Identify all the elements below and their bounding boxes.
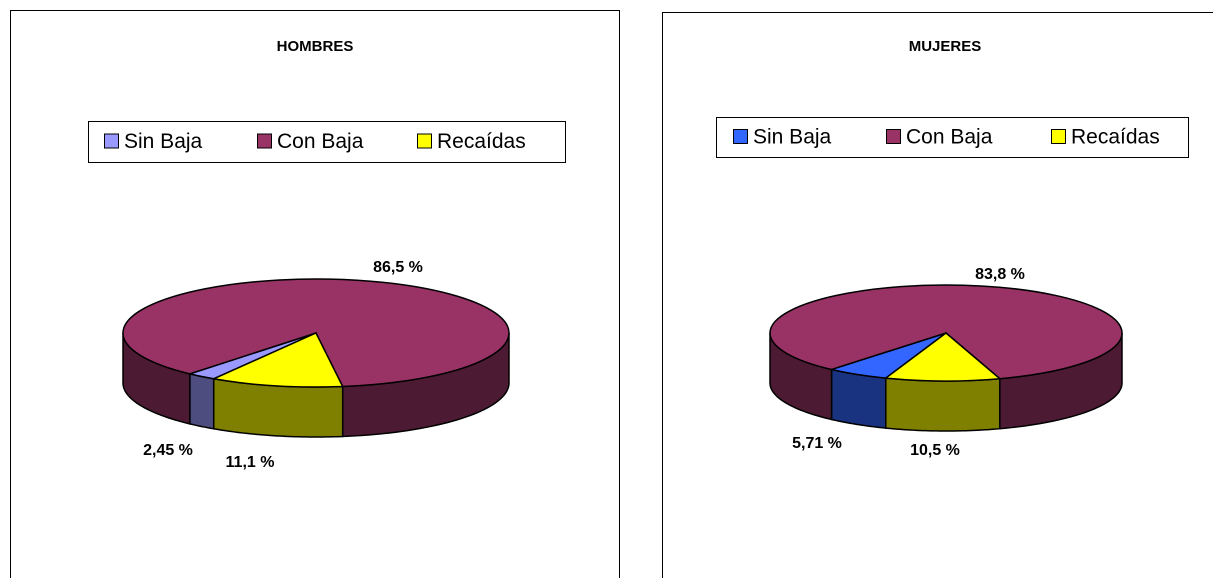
legend-swatch [733,129,748,144]
slice [883,332,1002,382]
data-label: 11,1 % [226,454,275,471]
legend-swatch [1051,129,1066,144]
legend-label: Con Baja [906,126,993,149]
legend-label: Sin Baja [124,130,203,153]
legend-box [716,117,1189,158]
chart-title: HOMBRES [277,38,354,55]
data-label: 2,45 % [143,442,193,459]
legend-swatch [417,133,432,149]
legend-box [88,121,566,163]
data-label: 86,5 % [373,259,423,276]
data-label: 83,8 % [975,266,1025,283]
legend-label: Con Baja [277,130,364,153]
legend-label: Recaídas [437,130,526,153]
data-label: 5,71 % [792,435,842,452]
legend-label: Sin Baja [753,126,832,149]
slice-wall [885,377,1001,432]
chart-title: MUJERES [909,38,982,55]
slice-wall [189,372,215,430]
slice [211,332,344,388]
data-label: 10,5 % [910,442,960,459]
legend-swatch [257,133,272,149]
legend-swatch [886,129,901,144]
legend-swatch [104,133,119,149]
slice-wall [830,368,887,429]
slice [769,284,1123,380]
legend-label: Recaídas [1071,126,1160,149]
